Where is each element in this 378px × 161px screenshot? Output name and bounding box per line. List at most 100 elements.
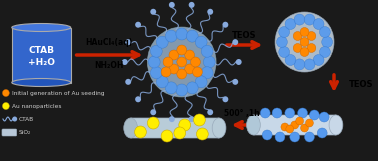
Circle shape [147, 117, 159, 129]
Ellipse shape [12, 79, 71, 86]
Circle shape [222, 22, 228, 28]
Circle shape [285, 19, 296, 29]
Circle shape [207, 9, 213, 15]
FancyBboxPatch shape [253, 115, 336, 135]
Circle shape [150, 9, 156, 15]
Text: +H₂O: +H₂O [28, 57, 55, 66]
Circle shape [125, 39, 131, 45]
Circle shape [277, 37, 287, 47]
Text: CTAB: CTAB [19, 117, 34, 122]
Circle shape [293, 43, 302, 52]
Circle shape [195, 36, 207, 48]
Circle shape [281, 123, 289, 131]
Text: 500° ,1h: 500° ,1h [224, 109, 259, 118]
Circle shape [150, 109, 156, 115]
Circle shape [319, 112, 329, 122]
Circle shape [169, 116, 175, 122]
Circle shape [285, 108, 295, 118]
Circle shape [161, 130, 173, 142]
Ellipse shape [212, 118, 226, 138]
Circle shape [197, 128, 208, 140]
Circle shape [300, 28, 309, 37]
Circle shape [189, 116, 195, 122]
FancyBboxPatch shape [131, 118, 219, 138]
Circle shape [305, 132, 314, 142]
Circle shape [300, 47, 309, 57]
Circle shape [186, 82, 198, 94]
Circle shape [161, 67, 171, 77]
Circle shape [296, 117, 304, 125]
Circle shape [305, 119, 313, 127]
Circle shape [192, 67, 202, 77]
Circle shape [176, 28, 187, 40]
Ellipse shape [329, 115, 343, 135]
Circle shape [195, 76, 207, 88]
Circle shape [319, 27, 330, 38]
Ellipse shape [246, 115, 260, 135]
Circle shape [297, 108, 307, 118]
Circle shape [294, 14, 305, 25]
Circle shape [135, 22, 141, 28]
Circle shape [194, 114, 205, 126]
Circle shape [307, 32, 316, 41]
Circle shape [169, 64, 179, 74]
Circle shape [275, 132, 285, 142]
Circle shape [262, 130, 272, 140]
Circle shape [293, 32, 302, 41]
Text: NH₂OH: NH₂OH [94, 61, 124, 70]
Circle shape [307, 43, 316, 52]
Circle shape [291, 121, 299, 129]
Ellipse shape [124, 118, 138, 138]
Circle shape [186, 30, 198, 42]
Circle shape [2, 90, 9, 96]
Ellipse shape [12, 24, 71, 32]
Circle shape [232, 39, 238, 45]
Circle shape [317, 128, 327, 138]
Circle shape [150, 67, 162, 79]
Circle shape [176, 84, 187, 96]
FancyBboxPatch shape [2, 129, 17, 136]
Circle shape [185, 50, 195, 60]
Circle shape [156, 36, 168, 48]
Circle shape [189, 2, 195, 8]
Circle shape [177, 45, 187, 55]
Circle shape [165, 82, 177, 94]
Circle shape [177, 57, 187, 67]
Text: TEOS: TEOS [232, 30, 257, 39]
Circle shape [185, 64, 195, 74]
Circle shape [165, 30, 177, 42]
Circle shape [201, 67, 213, 79]
Circle shape [156, 76, 168, 88]
Circle shape [169, 2, 175, 8]
Circle shape [322, 37, 333, 47]
Circle shape [300, 38, 309, 47]
Circle shape [177, 69, 187, 79]
Circle shape [148, 56, 160, 68]
Circle shape [122, 59, 128, 65]
Circle shape [275, 12, 334, 72]
Bar [12, 28, 71, 82]
Text: CTAB: CTAB [28, 46, 54, 55]
Text: Initial generation of Au seeding: Initial generation of Au seeding [12, 90, 104, 95]
Text: Au nanoparticles: Au nanoparticles [12, 104, 61, 109]
Circle shape [163, 57, 173, 67]
Circle shape [150, 45, 162, 57]
Circle shape [279, 47, 290, 57]
Circle shape [279, 27, 290, 38]
Circle shape [169, 50, 179, 60]
Circle shape [203, 56, 215, 68]
Text: SiO₂: SiO₂ [19, 131, 31, 136]
Circle shape [201, 45, 213, 57]
Text: HAuCl₄(aq): HAuCl₄(aq) [85, 38, 133, 47]
Circle shape [313, 19, 324, 29]
Circle shape [12, 117, 17, 122]
Circle shape [135, 96, 141, 102]
Circle shape [135, 126, 146, 138]
Circle shape [147, 27, 216, 97]
Circle shape [260, 108, 270, 118]
Circle shape [294, 59, 305, 70]
Circle shape [285, 54, 296, 66]
Text: TEOS: TEOS [349, 80, 373, 89]
Circle shape [232, 79, 238, 85]
Circle shape [179, 119, 191, 131]
